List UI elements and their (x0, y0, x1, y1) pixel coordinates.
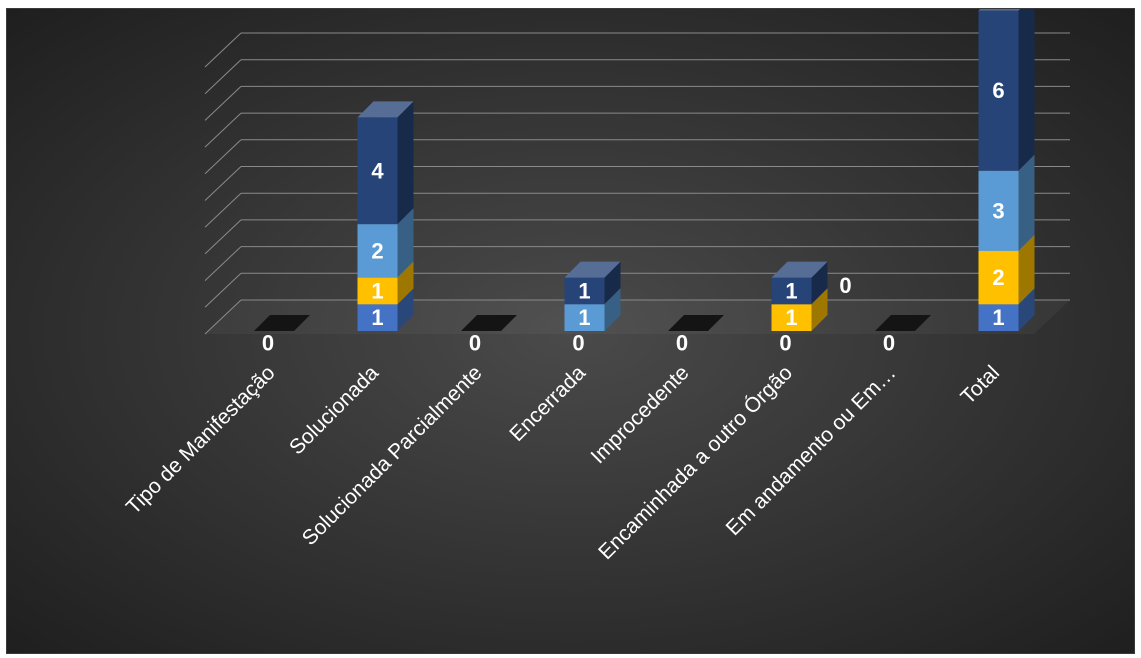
bar-segment-side (397, 261, 414, 305)
gridline-side (204, 112, 242, 148)
data-label: 2 (992, 265, 1004, 290)
bar-segment-top (771, 261, 828, 278)
bar-segment-top (978, 9, 1021, 11)
data-label: 0 (839, 273, 851, 298)
gridline-side (204, 86, 242, 121)
data-label: 1 (371, 305, 383, 330)
data-label: 1 (578, 305, 590, 330)
gridline-side (204, 32, 242, 68)
bar-segment-front (564, 277, 605, 305)
data-label: 3 (992, 198, 1004, 223)
gridline-side (204, 166, 242, 201)
bar-segment-top (357, 101, 414, 118)
bar-segment-side (811, 288, 828, 331)
bar-segment-side (1018, 154, 1035, 251)
data-label: 0 (572, 331, 584, 356)
bar-segment-front (357, 117, 398, 225)
bar-segment-side (397, 208, 414, 278)
bar-segment-front (978, 10, 1019, 171)
data-label: 0 (779, 331, 791, 356)
bar-segment-side (811, 261, 828, 305)
gridline-side (204, 59, 242, 95)
gridline-side (204, 192, 242, 228)
bar-segment-front (771, 304, 812, 331)
chart-floor (205, 300, 1070, 334)
bar-segment-front (978, 304, 1019, 331)
bar-empty-plate (461, 315, 517, 331)
bar-segment-side (397, 101, 414, 225)
bar-segment-side (604, 261, 621, 305)
bar-empty-plate (668, 315, 724, 331)
data-label: 6 (992, 78, 1004, 103)
data-label: 2 (371, 238, 383, 263)
data-label: 1 (785, 305, 797, 330)
bar-empty-plate (254, 315, 310, 331)
gridline-side (204, 219, 242, 255)
data-label: 0 (883, 331, 895, 356)
bar-segment-side (604, 288, 621, 331)
bar-segment-side (1018, 288, 1035, 331)
gridline-side (204, 139, 242, 175)
bar-segment-front (978, 170, 1019, 251)
data-label: 0 (262, 331, 274, 356)
data-label: 0 (469, 331, 481, 356)
chart-area: 0 Tipo de Manifestação 1 1 2 4 Solucionada 0 Sol… (6, 8, 1135, 654)
bar-segment-front (357, 224, 398, 278)
bar-segment-front (771, 277, 812, 305)
bar-segment-side (1018, 234, 1035, 305)
gridline-side (204, 272, 242, 308)
data-label: 1 (371, 278, 383, 303)
bar-segment-side (397, 288, 414, 331)
data-label: 1 (785, 278, 797, 303)
bar-segment-front (978, 250, 1019, 305)
bar-segment-front (564, 304, 605, 331)
data-label: 4 (371, 158, 384, 183)
gridline-side (204, 246, 242, 281)
bar-segment-top (564, 261, 621, 278)
gridline-side (204, 299, 242, 335)
bar-segment-front (357, 277, 398, 305)
bar-empty-plate (875, 315, 931, 331)
bar-segment-front (357, 304, 398, 331)
data-label: 1 (578, 278, 590, 303)
data-label: 1 (992, 305, 1004, 330)
data-label: 0 (676, 331, 688, 356)
bar-segment-side (1018, 9, 1035, 171)
